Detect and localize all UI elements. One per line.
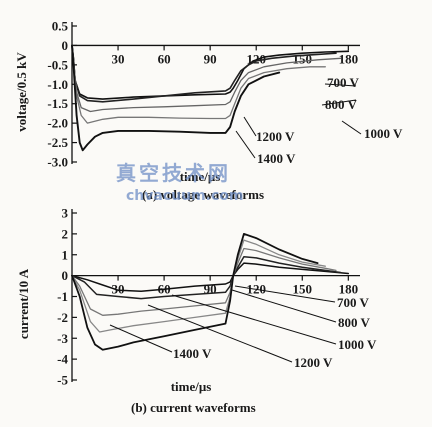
- x-tick-label: 180: [339, 282, 359, 297]
- x-tick-label: 30: [112, 51, 125, 66]
- voltage-series-800v: [71, 44, 337, 103]
- y-tick-label: -3.0: [47, 155, 68, 170]
- y-tick-label: 0: [62, 268, 69, 283]
- label-leader: [324, 83, 357, 87]
- series-label: 700 V: [337, 295, 370, 310]
- chart-caption: (a) voltage waveforms: [142, 187, 264, 202]
- current-series-700v: [71, 262, 350, 293]
- series-label: 1200 V: [294, 355, 333, 370]
- voltage-series-1200v: [71, 44, 326, 124]
- current-series-1200v: [71, 239, 326, 333]
- x-tick-label: 60: [158, 51, 171, 66]
- y-axis-label: voltage/0.5 kV: [14, 52, 29, 132]
- voltage-chart: 0.50-0.5-1.0-1.5-2.0-2.5-3.030 60 90 120 150…: [14, 19, 403, 203]
- current-series-1400v: [71, 233, 319, 351]
- series-label: 1000 V: [338, 337, 377, 352]
- label-leader: [321, 99, 357, 106]
- series-label: 1200 V: [256, 129, 295, 144]
- y-tick-label: 0: [62, 38, 69, 53]
- y-tick-label: -2.5: [47, 135, 68, 150]
- y-tick-label: -4: [57, 352, 68, 367]
- voltage-series-700v: [71, 44, 350, 100]
- y-tick-label: -2: [57, 310, 68, 325]
- y-tick-label: -0.5: [47, 57, 68, 72]
- x-tick-label: 180: [339, 51, 359, 66]
- label-leader: [234, 285, 336, 303]
- series-label: 800 V: [338, 315, 371, 330]
- x-tick-label: 30: [112, 282, 125, 297]
- y-tick-label: -1.0: [47, 77, 68, 92]
- y-tick-label: -2.0: [47, 116, 68, 131]
- y-axis-label: current/10 A: [16, 268, 31, 339]
- watermark-url: chvacuum.com: [126, 188, 243, 204]
- current-series-800v: [71, 256, 342, 300]
- voltage-series-1000v: [71, 44, 342, 113]
- x-tick-label: 90: [204, 51, 217, 66]
- series-label: 700 V: [327, 75, 360, 90]
- x-axis-label: time/μs: [180, 169, 221, 184]
- current-series-1000v: [71, 247, 337, 316]
- y-tick-label: -1: [57, 289, 68, 304]
- watermark-cn: 真空技术网: [116, 161, 231, 185]
- x-tick-label: 150: [293, 282, 313, 297]
- y-tick-label: -3: [57, 331, 68, 346]
- x-axis-label: time/μs: [171, 379, 212, 394]
- series-label: 1000 V: [364, 126, 403, 141]
- chart-caption: (b) current waveforms: [131, 400, 256, 415]
- label-leader: [147, 304, 293, 363]
- label-leader: [231, 289, 337, 323]
- y-tick-label: -1.5: [47, 96, 68, 111]
- label-leader: [171, 294, 337, 345]
- y-tick-label: 3: [62, 206, 69, 221]
- label-leader: [243, 116, 257, 137]
- y-tick-label: 1: [62, 247, 69, 262]
- label-leader: [235, 130, 256, 159]
- series-label: 1400 V: [257, 151, 296, 166]
- y-tick-label: -5: [57, 373, 68, 388]
- label-leader: [109, 324, 173, 353]
- voltage-series-1400v: [71, 44, 281, 152]
- y-tick-label: 0.5: [52, 19, 69, 34]
- label-leader: [341, 120, 362, 135]
- y-tick-label: 2: [62, 226, 69, 241]
- series-label: 1400 V: [173, 346, 212, 361]
- series-label: 800 V: [325, 97, 358, 112]
